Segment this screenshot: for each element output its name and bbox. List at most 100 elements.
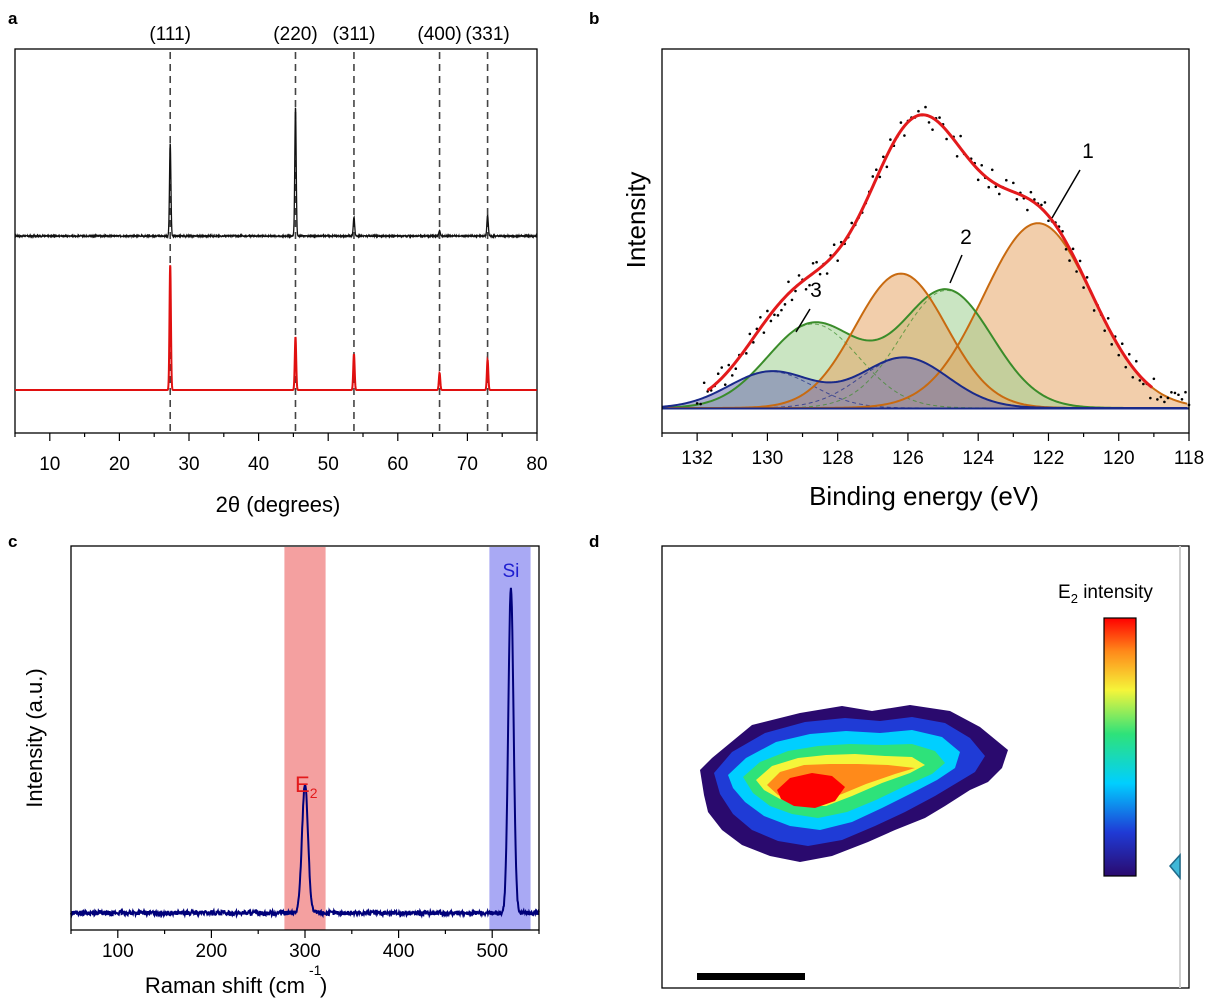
data-point — [1156, 398, 1159, 401]
data-point — [885, 165, 889, 169]
xrd-pattern-2 — [15, 265, 537, 391]
data-point — [836, 259, 839, 262]
x-tick-label: 130 — [752, 448, 784, 469]
data-point — [776, 314, 780, 317]
component-pointer — [1051, 169, 1081, 219]
data-point — [871, 175, 875, 178]
data-point — [780, 308, 783, 312]
data-point — [903, 134, 906, 137]
x-tick-label: 132 — [681, 448, 713, 469]
component-label: 1 — [1082, 140, 1094, 163]
peak-label: (400) — [417, 24, 461, 45]
data-point — [745, 352, 748, 355]
data-point — [1135, 359, 1138, 363]
data-point — [1163, 400, 1166, 404]
data-point — [1033, 198, 1036, 201]
component-label: 3 — [810, 279, 822, 302]
data-point — [1177, 393, 1180, 397]
data-point — [720, 366, 724, 369]
data-point — [1138, 379, 1142, 382]
data-point — [790, 298, 794, 302]
data-point — [1170, 391, 1173, 394]
x-tick-label: 118 — [1174, 448, 1204, 469]
data-point — [1149, 396, 1152, 400]
data-point — [762, 331, 766, 334]
colorbar-title: E2 intensity — [1058, 582, 1153, 606]
data-point — [808, 283, 811, 287]
peak-label-si: Si — [502, 561, 519, 582]
x-tick-label: 126 — [892, 448, 924, 469]
data-point — [997, 192, 1001, 196]
xps-chart: 1 2 3 132 130 128 126 124 122 120 118 Binding ene… — [621, 48, 1204, 511]
x-tick-label: 200 — [196, 941, 228, 962]
data-point — [794, 289, 797, 293]
data-point — [931, 128, 934, 131]
data-point — [1075, 270, 1078, 273]
data-point — [990, 168, 994, 172]
x-tick-label: 50 — [318, 454, 339, 475]
data-point — [818, 272, 822, 276]
x-tick-label: 40 — [248, 454, 269, 475]
data-point — [959, 134, 962, 138]
data-point — [924, 105, 927, 109]
x-axis-title: 2θ (degrees) — [216, 492, 341, 517]
x-axis-title: Raman shift (cm — [145, 973, 305, 998]
fit-envelope — [706, 113, 1154, 392]
data-point — [1106, 316, 1110, 320]
data-point — [748, 332, 752, 336]
data-point — [695, 402, 699, 405]
data-point — [730, 374, 734, 377]
data-point — [1131, 375, 1135, 379]
data-point — [773, 313, 776, 317]
data-point — [1071, 247, 1075, 251]
x-axis-title-superscript: -1 — [309, 962, 322, 978]
data-point — [955, 154, 959, 158]
data-point — [882, 155, 885, 159]
component-fill-3 — [662, 273, 1189, 408]
data-point — [1184, 390, 1187, 394]
data-point — [927, 121, 931, 124]
x-tick-label: 300 — [289, 941, 321, 962]
data-point — [1029, 190, 1033, 194]
data-point — [1142, 382, 1145, 386]
peak-label: (331) — [465, 24, 509, 45]
highlight-band-1 — [284, 547, 326, 930]
x-tick-label: 100 — [102, 941, 134, 962]
x-tick-label: 400 — [383, 941, 415, 962]
data-point — [1082, 286, 1085, 289]
data-point — [1127, 352, 1131, 356]
data-point — [1092, 309, 1096, 312]
component-fill-4 — [662, 357, 1189, 408]
x-axis-title: Binding energy (eV) — [809, 481, 1039, 511]
x-tick-label: 128 — [822, 448, 854, 469]
y-axis-title: Intensity (a.u.) — [22, 668, 47, 807]
peak-label: (111) — [149, 24, 191, 45]
data-point — [1159, 395, 1163, 399]
data-point — [815, 260, 818, 264]
data-point — [1152, 377, 1156, 381]
data-point — [945, 137, 948, 141]
data-point — [1068, 259, 1071, 262]
data-point — [752, 341, 755, 344]
contour-level-7 — [777, 773, 845, 808]
x-tick-label: 80 — [526, 454, 547, 475]
x-tick-label: 30 — [178, 454, 199, 475]
data-point — [875, 168, 878, 171]
data-point — [1180, 398, 1184, 401]
heatmap-blob — [700, 705, 1008, 862]
data-point — [878, 175, 882, 179]
plot-frame — [14, 48, 538, 434]
data-point — [889, 138, 892, 141]
data-point — [825, 272, 829, 275]
x-tick-label: 20 — [109, 454, 130, 475]
panel-label-b: b — [589, 9, 599, 28]
plot-frame — [661, 48, 1190, 434]
peak-label-e2: E2 — [295, 772, 318, 801]
component-fill-1 — [662, 223, 1189, 408]
data-point — [759, 316, 762, 319]
data-point — [1043, 201, 1047, 204]
data-point — [994, 185, 998, 189]
data-point — [723, 383, 727, 386]
